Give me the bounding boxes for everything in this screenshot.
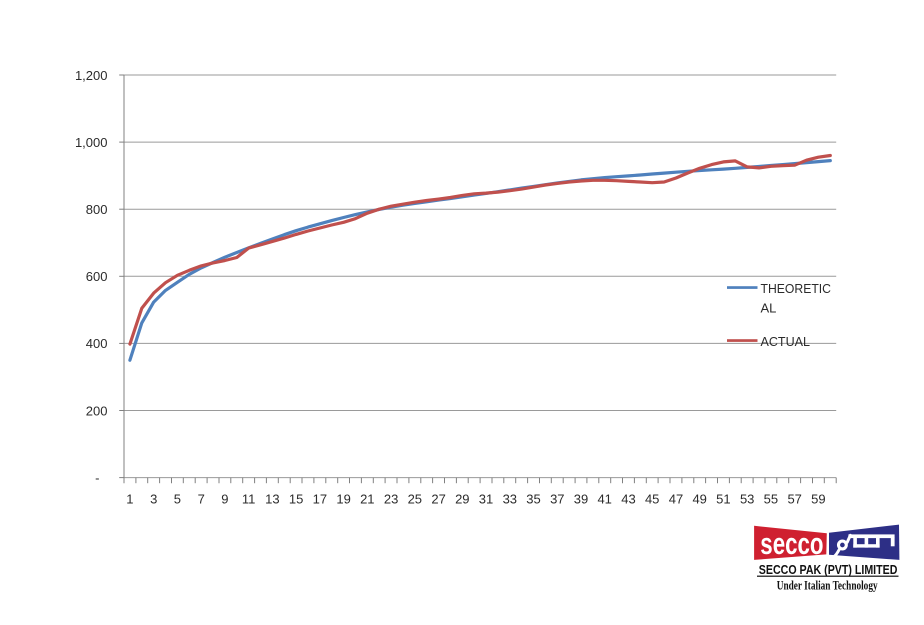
svg-text:3: 3 — [150, 492, 157, 507]
svg-text:21: 21 — [360, 492, 374, 507]
svg-text:1,200: 1,200 — [75, 68, 108, 83]
svg-text:13: 13 — [265, 492, 279, 507]
svg-text:49: 49 — [692, 492, 706, 507]
svg-text:Under Italian Technology: Under Italian Technology — [777, 578, 878, 593]
svg-text:47: 47 — [669, 492, 683, 507]
svg-text:9: 9 — [221, 492, 228, 507]
svg-text:AL: AL — [761, 300, 777, 315]
svg-text:39: 39 — [574, 492, 588, 507]
svg-text:200: 200 — [86, 403, 108, 418]
svg-text:35: 35 — [526, 492, 540, 507]
svg-text:43: 43 — [621, 492, 635, 507]
svg-text:59: 59 — [811, 492, 825, 507]
svg-text:45: 45 — [645, 492, 659, 507]
svg-text:41: 41 — [597, 492, 611, 507]
svg-text:19: 19 — [336, 492, 350, 507]
svg-text:29: 29 — [455, 492, 469, 507]
svg-text:600: 600 — [86, 269, 108, 284]
svg-text:-: - — [95, 470, 99, 485]
svg-text:1,000: 1,000 — [75, 135, 108, 150]
svg-text:55: 55 — [764, 492, 778, 507]
svg-text:17: 17 — [313, 492, 327, 507]
svg-text:15: 15 — [289, 492, 303, 507]
svg-text:33: 33 — [503, 492, 517, 507]
svg-text:THEORETIC: THEORETIC — [761, 281, 832, 296]
svg-text:31: 31 — [479, 492, 493, 507]
svg-text:53: 53 — [740, 492, 754, 507]
svg-text:SECCO PAK (PVT) LIMITED: SECCO PAK (PVT) LIMITED — [759, 562, 898, 577]
svg-text:37: 37 — [550, 492, 564, 507]
svg-text:5: 5 — [174, 492, 181, 507]
svg-text:27: 27 — [431, 492, 445, 507]
svg-text:400: 400 — [86, 336, 108, 351]
svg-text:51: 51 — [716, 492, 730, 507]
svg-text:1: 1 — [126, 492, 133, 507]
svg-text:57: 57 — [787, 492, 801, 507]
svg-text:ACTUAL: ACTUAL — [761, 334, 811, 349]
svg-text:25: 25 — [408, 492, 422, 507]
svg-text:7: 7 — [198, 492, 205, 507]
svg-text:11: 11 — [242, 492, 256, 507]
svg-text:secco: secco — [760, 526, 823, 561]
svg-text:800: 800 — [86, 202, 108, 217]
svg-text:23: 23 — [384, 492, 398, 507]
